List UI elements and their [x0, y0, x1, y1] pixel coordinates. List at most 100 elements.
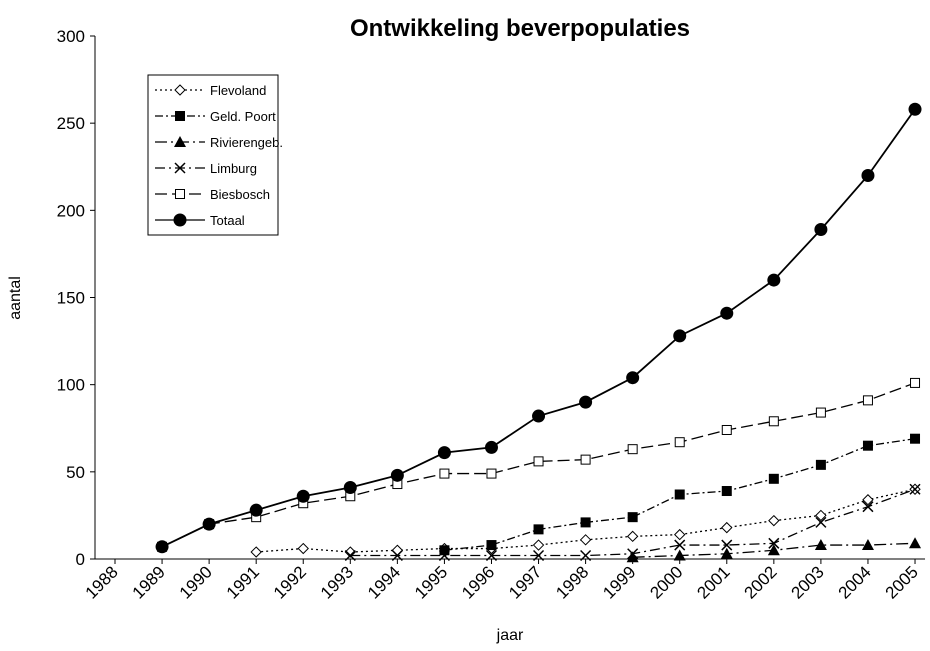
marker — [580, 517, 591, 528]
marker — [815, 407, 826, 418]
legend-label: Totaal — [210, 213, 245, 228]
marker — [768, 416, 779, 427]
marker — [862, 501, 874, 513]
marker — [721, 521, 733, 534]
marker — [721, 486, 732, 497]
marker — [768, 514, 780, 527]
marker — [674, 437, 685, 448]
y-tick-label: 200 — [57, 201, 85, 220]
x-tick-label: 1998 — [552, 562, 592, 602]
marker — [720, 306, 734, 320]
marker — [249, 503, 263, 517]
marker — [720, 547, 733, 559]
marker — [815, 459, 826, 470]
marker — [344, 546, 357, 558]
x-tick-label: 2005 — [882, 562, 922, 602]
marker — [485, 549, 498, 562]
marker — [767, 273, 781, 287]
x-tick-label: 1999 — [599, 562, 639, 602]
legend-label: Geld. Poort — [210, 109, 276, 124]
marker — [861, 168, 875, 182]
marker — [579, 395, 593, 409]
marker — [391, 544, 404, 556]
marker — [674, 539, 686, 551]
marker — [861, 539, 874, 551]
x-tick-label: 1989 — [129, 562, 169, 602]
x-tick-label: 2001 — [693, 562, 733, 602]
marker — [580, 454, 591, 465]
marker — [439, 468, 450, 479]
x-tick-label: 1992 — [270, 562, 310, 602]
x-tick-label: 2003 — [788, 562, 828, 602]
marker — [673, 549, 686, 561]
legend-label: Biesbosch — [210, 187, 270, 202]
marker — [155, 540, 169, 554]
marker — [721, 539, 733, 551]
x-tick-label: 1994 — [364, 562, 404, 602]
marker — [297, 542, 309, 555]
marker — [674, 528, 686, 541]
marker — [343, 481, 357, 495]
marker — [175, 189, 185, 199]
marker — [484, 440, 498, 454]
marker — [390, 468, 404, 482]
y-tick-label: 300 — [57, 27, 85, 46]
marker — [532, 539, 545, 551]
marker — [862, 494, 874, 506]
marker — [815, 516, 827, 528]
legend-box — [147, 74, 279, 236]
marker — [814, 539, 827, 551]
marker — [439, 545, 450, 556]
marker — [173, 213, 187, 227]
marker — [580, 549, 592, 562]
marker — [533, 456, 544, 467]
x-tick-label: 1988 — [82, 562, 122, 602]
y-tick-label: 100 — [57, 376, 85, 395]
marker — [344, 549, 356, 562]
marker — [626, 371, 640, 385]
marker — [909, 537, 922, 549]
y-tick-label: 150 — [57, 289, 85, 308]
marker — [174, 84, 186, 96]
marker — [391, 549, 403, 562]
marker — [767, 544, 780, 556]
y-tick-label: 50 — [66, 463, 85, 482]
marker — [768, 473, 779, 484]
marker — [815, 509, 827, 522]
marker — [533, 524, 544, 535]
y-tick-label: 0 — [76, 550, 85, 569]
marker — [768, 537, 780, 549]
marker — [438, 549, 450, 562]
x-tick-label: 2002 — [740, 562, 780, 602]
x-tick-label: 1996 — [458, 562, 498, 602]
x-tick-label: 1997 — [505, 562, 545, 602]
marker — [533, 549, 545, 562]
marker — [486, 540, 497, 551]
marker — [532, 409, 546, 423]
x-tick-label: 2000 — [646, 562, 686, 602]
marker — [627, 444, 638, 455]
legend-label: Rivierengeb. — [210, 135, 283, 150]
marker — [175, 111, 185, 121]
legend: Flevoland Geld. Poort Rivierengeb. Limburg B… — [147, 74, 283, 236]
marker — [437, 446, 451, 460]
x-tick-label: 1991 — [223, 562, 263, 602]
legend-label: Limburg — [210, 161, 257, 176]
marker — [627, 512, 638, 523]
marker — [626, 530, 639, 543]
marker — [250, 546, 262, 558]
legend-label: Flevoland — [210, 83, 266, 98]
marker — [909, 483, 921, 495]
y-axis-label: aantal — [7, 276, 24, 320]
marker — [579, 534, 592, 546]
marker — [673, 329, 687, 343]
marker — [814, 223, 828, 237]
marker — [627, 548, 639, 560]
chart-title: Ontwikkeling beverpopulaties — [350, 15, 690, 42]
marker — [908, 102, 922, 116]
marker — [910, 377, 921, 388]
marker — [174, 162, 186, 174]
marker — [486, 468, 497, 479]
marker — [910, 433, 921, 444]
